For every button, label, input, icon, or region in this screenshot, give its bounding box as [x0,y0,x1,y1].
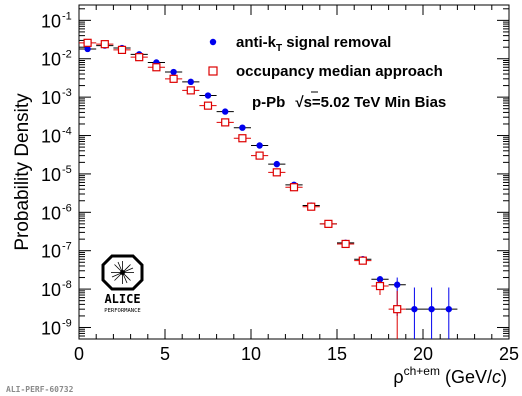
data-point [394,281,401,288]
data-point [411,305,418,313]
data-point [152,63,161,72]
x-tick-label: 10 [241,344,261,364]
data-point [117,45,127,55]
data-point [307,202,316,211]
alice-logo-subtext: PERFORMANCE [104,308,140,314]
legend: anti-kT signal removal occupancy median … [208,34,443,80]
y-tick-exponent: -2 [62,49,72,61]
data-point [289,183,299,192]
data-point [324,219,333,228]
x-tick-label: 15 [327,344,347,364]
data-point [203,101,213,110]
data-point [169,74,178,83]
legend-marker-anti-kt [209,38,217,46]
data-point [83,38,92,47]
y-tick-label: 10 [41,11,61,31]
data-point [341,239,350,249]
minor-ticks [79,5,509,339]
y-tick-exponent: -4 [62,126,72,138]
y-tick-label: 10 [41,127,61,147]
data-point [239,124,246,131]
y-tick-label: 10 [41,318,61,338]
y-tick-label: 10 [41,203,61,223]
data-point [238,134,247,143]
data-point [376,276,384,283]
y-tick-exponent: -3 [62,87,72,99]
data-point [170,68,177,76]
x-tick-label: 20 [413,344,433,364]
figure-id: ALI-PERF-60732 [6,385,74,394]
data-point [221,118,230,127]
y-tick-label: 10 [41,165,61,185]
x-axis-title: ρch+em (GeV/c) [393,364,507,387]
y-tick-labels: 10-110-210-310-410-510-610-710-810-9 [41,10,509,338]
plot-frame [78,4,510,340]
y-tick-label: 10 [41,50,61,70]
data-point [255,151,264,160]
data-point [222,108,229,115]
data-point [204,92,212,99]
data-point [358,256,367,265]
x-tick-labels: 0 5 10 15 20 25 [74,5,519,364]
series-occupancy [79,38,406,339]
y-tick-exponent: -5 [62,164,72,176]
y-tick-exponent: -7 [62,241,72,253]
data-point [135,53,144,62]
y-tick-exponent: -1 [62,10,72,22]
legend-marker-occupancy [208,66,218,76]
y-tick-label: 10 [41,280,61,300]
x-tick-label: 5 [160,344,170,364]
y-tick-exponent: -9 [62,317,72,329]
legend-label-occupancy: occupancy median approach [236,63,443,80]
y-tick-exponent: -8 [62,279,72,291]
y-tick-exponent: -6 [62,202,72,214]
alice-logo-text: ALICE [104,292,140,306]
y-axis-title: Probability Density [12,93,33,251]
data-point [84,45,91,53]
collision-annotation: p-Pb √s=5.02 TeV Min Bias [252,94,446,111]
data-point [393,305,402,314]
data-point [273,160,280,168]
data-point [445,305,452,313]
data-point [186,86,195,95]
y-tick-label: 10 [41,242,61,262]
legend-label-anti-kt: anti-kT signal removal [236,34,391,54]
alice-performance-logo: ALICE PERFORMANCE [101,254,144,314]
data-point [187,78,194,86]
data-point [100,40,109,49]
x-tick-label: 25 [499,344,519,364]
x-tick-label: 0 [74,344,84,364]
data-point [272,168,281,177]
y-tick-label: 10 [41,88,61,108]
data-point [375,281,385,291]
data-point [428,305,435,313]
data-point [256,142,263,149]
